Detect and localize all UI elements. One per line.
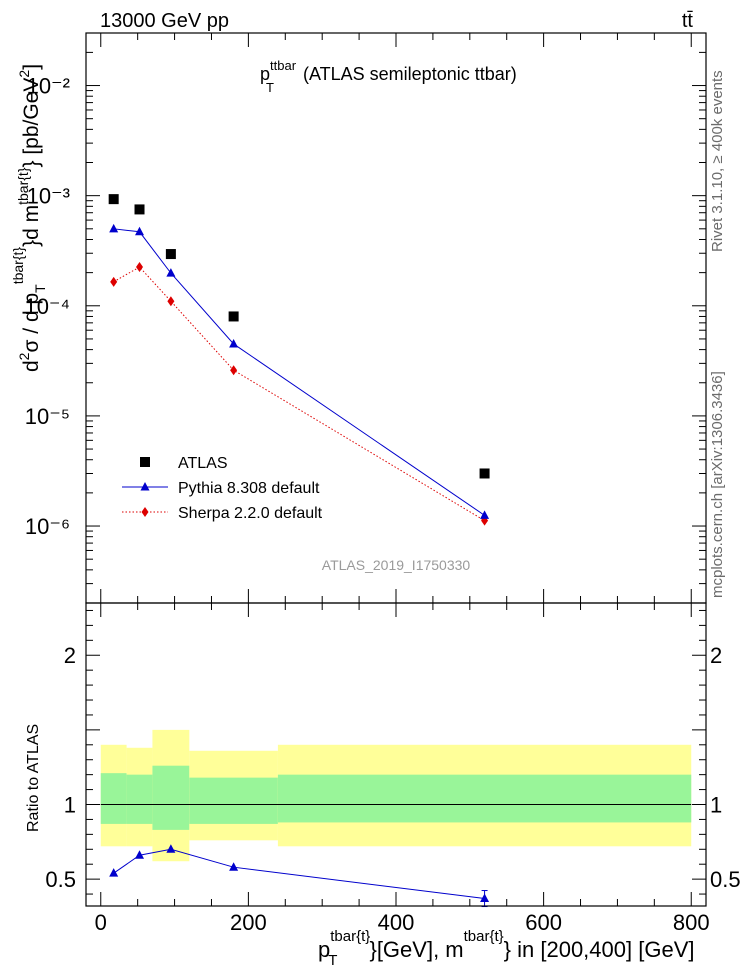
legend-marker-1 (140, 482, 150, 491)
pythia-point (480, 510, 490, 519)
ratio-y-tick-label-left: 1 (64, 793, 76, 818)
green-band-0 (100, 773, 127, 824)
atlas-point (479, 468, 490, 479)
pythia-point (166, 268, 176, 277)
legend-marker-2 (141, 507, 149, 517)
atlas-point (165, 249, 176, 260)
process-label: tt̄ (682, 10, 694, 32)
green-band-1 (126, 774, 153, 824)
legend: ATLAS Pythia 8.308 default Sherpa 2.2.0 de… (122, 455, 323, 522)
legend-label-0: ATLAS (178, 455, 228, 472)
legend-label-1: Pythia 8.308 default (178, 480, 320, 497)
pythia-ratio-point (229, 862, 239, 871)
ratio-y-tick-label-right: 0.5 (710, 867, 741, 892)
x-tick-label: 400 (378, 910, 415, 935)
y-axis-label: d2σ / d pTtbar{t}}d mtbar{t}} [pb/GeV2] (10, 64, 48, 372)
pythia-point (135, 226, 145, 236)
atlas-point (228, 311, 239, 322)
y-tick-label: 10⁻⁶ (25, 514, 70, 539)
x-tick-label: 200 (230, 910, 267, 935)
pythia-ratio-point (166, 844, 176, 853)
y-tick-label: 10⁻² (27, 74, 70, 99)
y-tick-label: 10⁻³ (27, 184, 70, 209)
pythia-point (229, 338, 239, 348)
collision-label: 13000 GeV pp (100, 10, 229, 32)
ratio-y-tick-label-right: 2 (710, 643, 722, 668)
atlas-point (134, 204, 145, 215)
green-band-4 (277, 774, 692, 823)
pythia-point (109, 223, 119, 233)
x-axis-label: ptbar{t} T}[GeV], mtbar{t}} in [200,400] … (318, 928, 694, 969)
pythia-ratio-point (135, 850, 145, 859)
x-tick-label: 800 (673, 910, 710, 935)
atlas-point (108, 194, 119, 205)
analysis-watermark: ATLAS_2019_I1750330 (322, 557, 471, 573)
ratio-y-tick-label-right: 1 (710, 793, 722, 818)
source-label: mcplots.cern.ch [arXiv:1306.3436] (709, 371, 726, 598)
ratio-y-tick-label-left: 2 (64, 643, 76, 668)
sherpa-line (113, 266, 485, 522)
sherpa-point (136, 262, 144, 273)
green-band-2 (152, 765, 190, 830)
x-tick-label: 0 (95, 910, 107, 935)
sherpa-point (230, 365, 238, 376)
ratio-uncertainty-bands (100, 729, 692, 862)
ratio-axis-label: Ratio to ATLAS (25, 724, 42, 832)
main-plot-area (108, 194, 490, 526)
y-tick-label: 10⁻⁵ (25, 404, 70, 429)
x-tick-label: 600 (525, 910, 562, 935)
sherpa-point (167, 296, 175, 307)
legend-label-2: Sherpa 2.2.0 default (178, 505, 323, 522)
legend-marker-0 (140, 457, 150, 467)
rivet-version-label: Rivet 3.1.10, ≥ 400k events (709, 70, 726, 252)
green-band-3 (189, 777, 278, 824)
y-tick-label: 10⁻⁴ (24, 294, 70, 319)
pythia-ratio-point (109, 868, 119, 877)
sherpa-point (110, 276, 118, 287)
plot-title: pttbar T (ATLAS semileptonic ttbar) (260, 58, 517, 95)
ratio-y-tick-label-left: 0.5 (45, 867, 76, 892)
